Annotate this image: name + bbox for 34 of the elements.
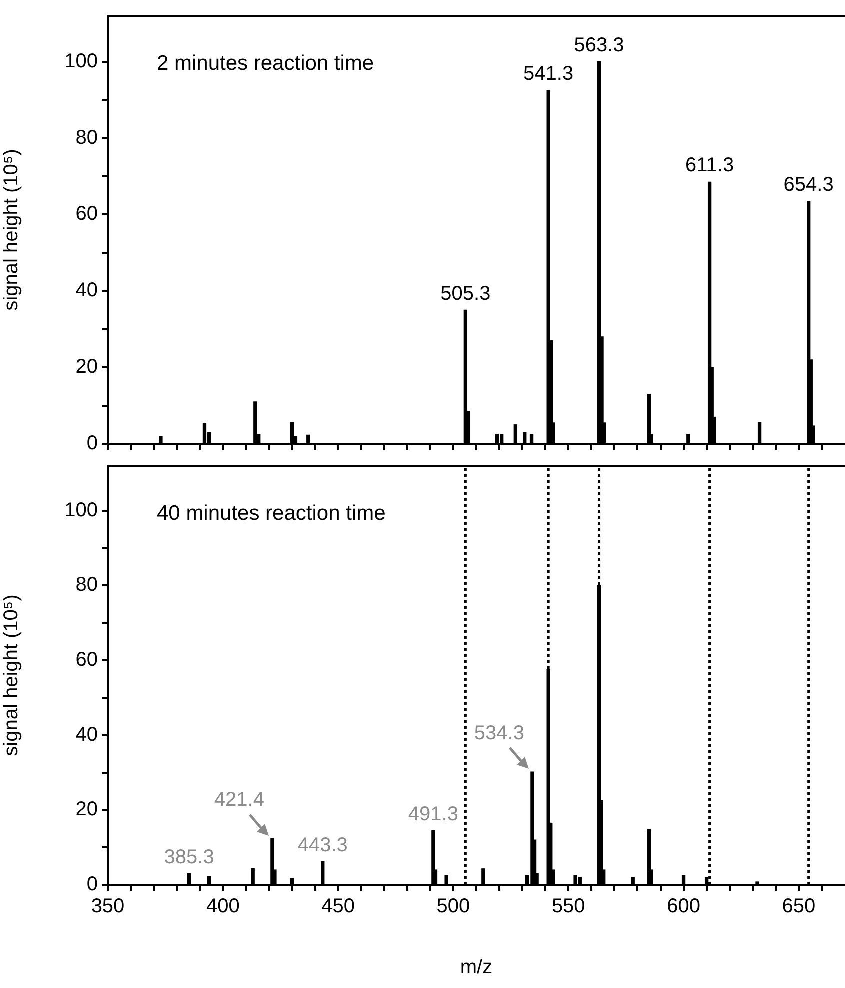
annotation: 541.3 <box>524 63 574 86</box>
x-tick-label: 400 <box>206 896 240 918</box>
annotation: 505.3 <box>440 282 491 305</box>
x-tick-label: 450 <box>322 896 355 918</box>
annotation: 443.3 <box>298 834 348 856</box>
y-tick-label: 80 <box>76 574 98 596</box>
annotation: 611.3 <box>686 154 734 177</box>
y-tick-label: 100 <box>64 499 98 522</box>
annotation: 534.3 <box>474 722 524 745</box>
x-axis-title: m/z <box>460 956 493 979</box>
y-axis-title: signal height (10⁵) <box>0 594 23 756</box>
text: 2 minutes reaction time <box>157 52 374 75</box>
y-tick-label: 60 <box>76 203 98 226</box>
text: 40 minutes reaction time <box>157 502 386 525</box>
annotation: 654.3 <box>784 174 834 196</box>
x-tick-label: 500 <box>436 896 470 918</box>
x-tick-label: 350 <box>91 896 125 918</box>
x-tick-label: 650 <box>782 896 816 918</box>
y-tick-label: 60 <box>76 649 98 672</box>
y-tick-label: 0 <box>86 874 98 896</box>
y-tick-label: 0 <box>86 432 98 455</box>
y-tick-label: 20 <box>76 798 98 821</box>
annotation: 421.4 <box>214 789 264 812</box>
x-tick-label: 550 <box>552 896 586 918</box>
y-tick-label: 40 <box>76 724 98 746</box>
y-tick-label: 80 <box>76 126 98 149</box>
annotation: 491.3 <box>408 803 458 826</box>
annotation: 385.3 <box>164 846 214 868</box>
y-axis-title: signal height (10⁵) <box>0 149 23 311</box>
annotation: 563.3 <box>574 34 624 56</box>
y-tick-label: 20 <box>76 356 98 378</box>
y-tick-label: 40 <box>76 280 98 302</box>
x-tick-label: 600 <box>667 896 700 918</box>
y-tick-label: 100 <box>64 50 98 72</box>
